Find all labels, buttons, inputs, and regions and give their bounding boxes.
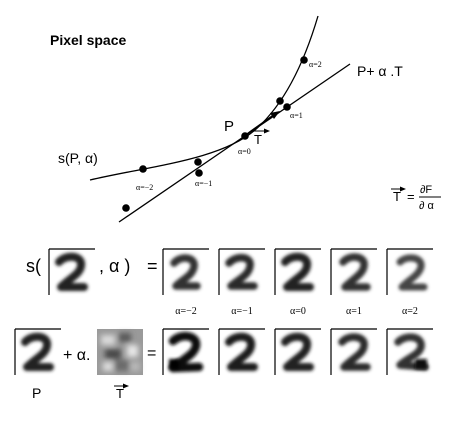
row2-tangent-image [97,329,143,375]
formula-denominator: ∂ α [419,200,434,212]
formula-equals: = [407,189,415,204]
diagram-title: Pixel space [50,32,126,48]
formula-lhs: T [393,189,401,204]
point-alpha-label-neg1: α=−1 [195,179,212,188]
row1-transformed-images [162,248,433,295]
curve-point-p [241,132,249,140]
row1-source-image [48,248,95,295]
row1-image-alpha-neg1 [218,248,265,295]
row2-image-alpha-neg2 [162,328,209,375]
curve-point-alpha-2 [300,56,308,64]
row2-equals: = [147,345,156,362]
row2-plus-alpha: + α. [63,347,90,364]
row2-image-alpha-2 [386,328,433,375]
point-alpha-label-2: α=2 [309,60,322,69]
row1-image-alpha-2 [386,248,433,295]
row2-image-alpha-0 [274,328,321,375]
row1-image-alpha-1 [330,248,377,295]
digit-two-glyph [55,252,88,291]
row-alpha-label-0: α=0 [290,306,306,317]
row-alpha-label-neg2: α=−2 [175,306,197,317]
curve-point-alpha-neg1 [194,158,202,166]
row1-middle: , α ) [99,256,130,276]
row2-image-alpha-1 [330,328,377,375]
tangent-arrowhead [270,111,280,119]
tangent-points [122,103,291,212]
row-alpha-label-neg1: α=−1 [231,306,253,317]
curve-points [139,56,308,173]
curve-label: s(P, α) [58,150,98,166]
tangent-point-alpha-neg1 [195,169,203,177]
tangent-point-alpha-neg2 [122,204,130,212]
point-alpha-label-0: α=0 [238,147,251,156]
tangent-label-arrowhead [264,128,270,134]
row2-image-alpha-neg1 [218,328,265,375]
tangent-label: T [254,132,262,147]
tangent-formula: T = ∂F ∂ α [391,184,441,212]
row2-t-label-arrowhead [123,383,129,389]
formula-numerator: ∂F [420,184,432,196]
tangent-line-label: P+ α .T [357,63,403,79]
row1-prefix: s( [26,256,41,276]
curve-point-alpha-1 [276,97,284,105]
row2-t-label: T [116,386,124,401]
point-alpha-label-1: α=1 [290,111,303,120]
row2-p-label: P [32,385,41,401]
row2-p-image [14,328,61,375]
formula-lhs-arrowhead [400,186,406,192]
curve-point-alpha-neg2 [139,165,147,173]
row1-equals: = [147,256,158,276]
row-alpha-label-1: α=1 [346,306,362,317]
tangent-point-alpha-1 [283,103,291,111]
tangent-line [118,63,351,223]
tangent-vector-arrow [246,113,276,135]
row2-approx-images [162,328,433,375]
point-label: P [224,118,234,135]
row1-image-alpha-0 [274,248,321,295]
point-alpha-label-neg2: α=−2 [136,183,153,192]
row1-image-alpha-neg2 [162,248,209,295]
row-alpha-label-2: α=2 [402,306,418,317]
